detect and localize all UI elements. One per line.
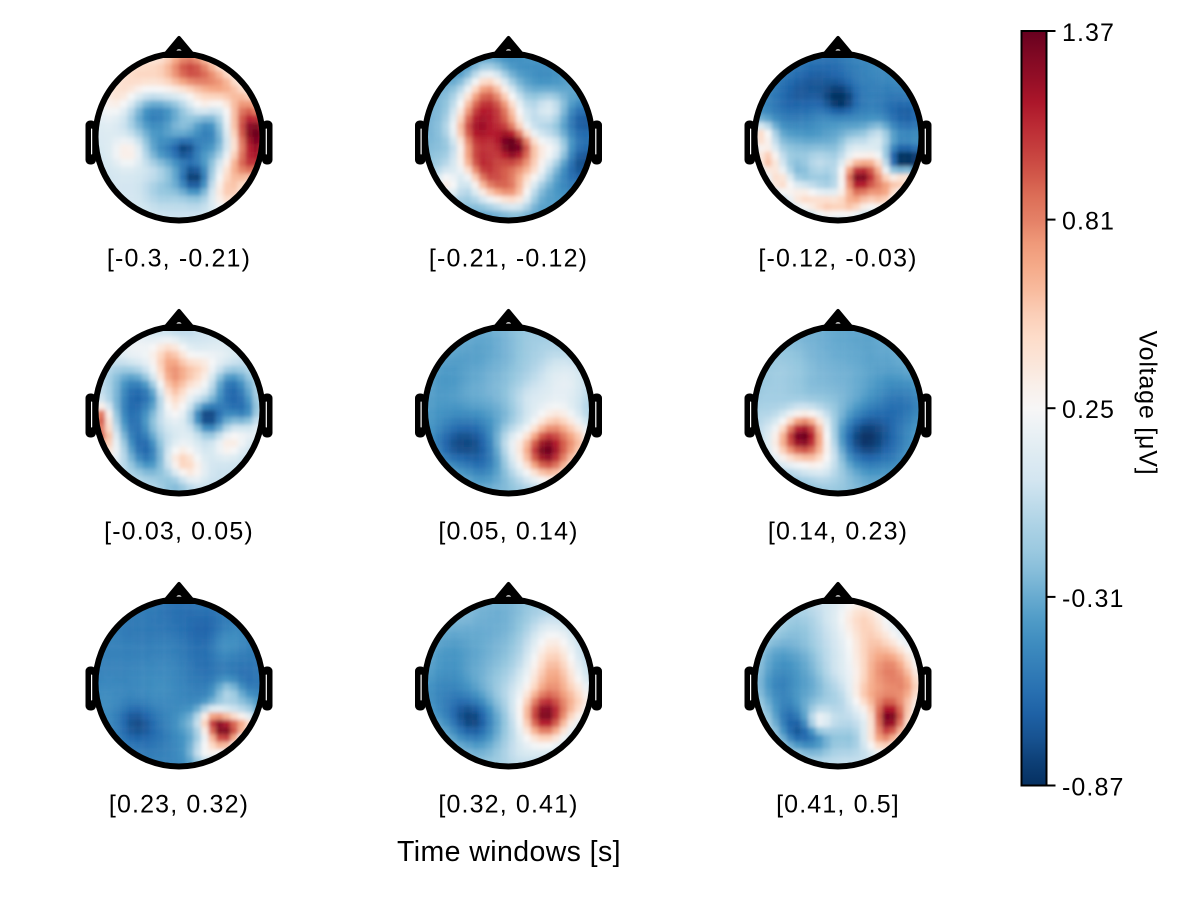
svg-text:[-0.3, -0.21): [-0.3, -0.21) <box>107 245 251 273</box>
svg-text:Voltage [μV]: Voltage [μV] <box>1134 331 1162 476</box>
svg-text:[0.41, 0.5]: [0.41, 0.5] <box>776 791 900 819</box>
svg-text:0.25: 0.25 <box>1062 396 1115 424</box>
svg-text:-0.87: -0.87 <box>1062 774 1124 802</box>
svg-text:Time windows [s]: Time windows [s] <box>397 836 621 868</box>
svg-text:[0.32, 0.41): [0.32, 0.41) <box>438 791 578 819</box>
svg-text:1.37: 1.37 <box>1062 19 1115 47</box>
svg-text:-0.31: -0.31 <box>1062 585 1124 613</box>
svg-text:[0.05, 0.14): [0.05, 0.14) <box>438 518 578 546</box>
svg-text:[0.14, 0.23): [0.14, 0.23) <box>768 518 908 546</box>
svg-text:[-0.12, -0.03): [-0.12, -0.03) <box>758 245 917 273</box>
svg-text:[-0.03, 0.05): [-0.03, 0.05) <box>104 518 254 546</box>
svg-text:0.81: 0.81 <box>1062 208 1115 236</box>
svg-text:[0.23, 0.32): [0.23, 0.32) <box>109 791 249 819</box>
svg-text:[-0.21, -0.12): [-0.21, -0.12) <box>429 245 588 273</box>
